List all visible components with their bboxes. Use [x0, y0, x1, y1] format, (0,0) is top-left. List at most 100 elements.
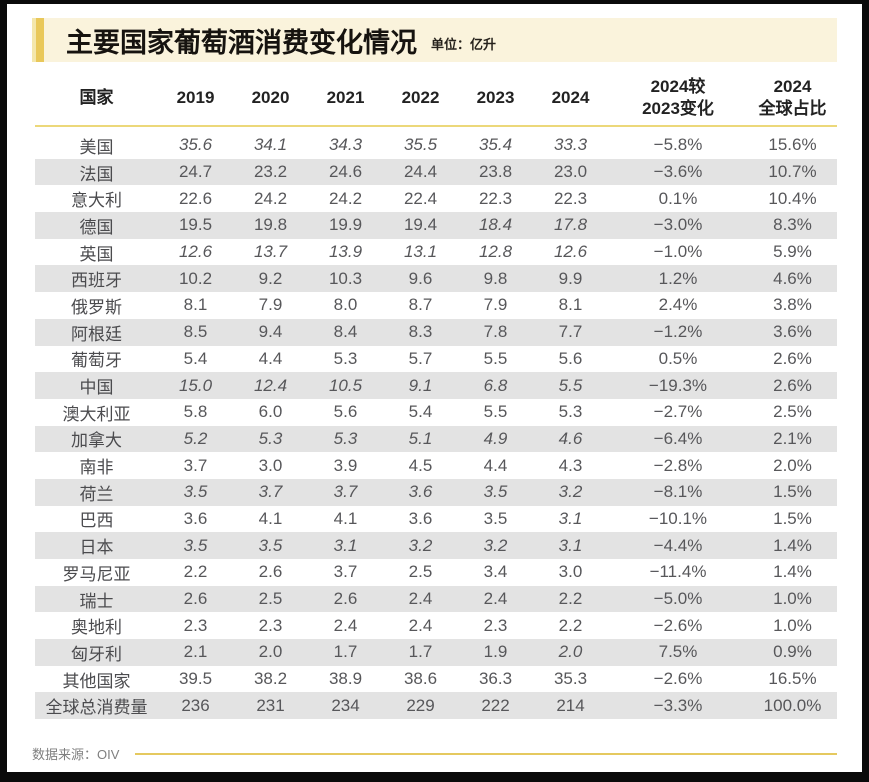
value-cell-2021: 3.9: [333, 455, 358, 475]
value-cell-2021: 10.5: [328, 375, 363, 395]
value-cell-2020: 3.0: [258, 455, 283, 475]
title-accent-bar-light: [32, 18, 36, 62]
value-cell-2021: 2.4: [333, 615, 358, 635]
column-header-6: 2024: [551, 87, 590, 107]
table-row: 俄罗斯 8.1 7.9 8.0 8.7 7.9 8.1 2.4% 3.8%: [35, 292, 837, 319]
share-cell: 0.9%: [773, 642, 812, 662]
table-row: 荷兰 3.5 3.7 3.7 3.6 3.5 3.2 −8.1% 1.5%: [35, 478, 837, 506]
country-cell: 阿根廷: [71, 324, 122, 344]
column-header-7: 2024较 2023变化: [642, 77, 714, 118]
value-cell-2023: 6.8: [483, 375, 508, 395]
country-cell: 奥地利: [71, 618, 122, 638]
value-cell-2020: 34.1: [253, 135, 288, 155]
value-cell-2019: 5.8: [183, 402, 208, 422]
share-cell: 15.6%: [768, 135, 817, 155]
value-cell-2023: 4.9: [483, 428, 508, 448]
data-source-footer: 数据来源：OIV: [32, 744, 837, 763]
country-cell: 荷兰: [79, 484, 114, 504]
page-background: 主要国家葡萄酒消费变化情况 单位：亿升 国家 2019 2020 2021 2022 20…: [7, 4, 862, 772]
data-source-label: 数据来源：OIV: [32, 747, 120, 762]
value-cell-2024: 2.2: [558, 615, 583, 635]
column-header-4: 2022: [401, 87, 440, 107]
change-cell: −5.0%: [653, 589, 703, 609]
value-cell-2019: 2.1: [183, 642, 208, 662]
change-cell: −10.1%: [648, 508, 708, 528]
value-cell-2019: 24.7: [178, 162, 213, 182]
value-cell-2021: 24.2: [328, 188, 363, 208]
share-cell: 3.8%: [773, 295, 812, 315]
value-cell-2021: 3.7: [333, 482, 358, 502]
value-cell-2024: 22.3: [553, 188, 588, 208]
value-cell-2024: 3.1: [558, 535, 583, 555]
change-cell: −8.1%: [653, 482, 703, 502]
value-cell-2022: 9.6: [408, 268, 433, 288]
value-cell-2023: 36.3: [478, 669, 513, 689]
value-cell-2020: 24.2: [253, 188, 288, 208]
value-cell-2023: 1.9: [483, 642, 508, 662]
value-cell-2023: 9.8: [483, 268, 508, 288]
value-cell-2019: 3.5: [183, 482, 208, 502]
value-cell-2021: 5.6: [333, 402, 358, 422]
value-cell-2024: 5.3: [558, 402, 583, 422]
value-cell-2021: 3.1: [333, 535, 358, 555]
country-cell: 法国: [79, 164, 114, 184]
country-cell: 南非: [79, 458, 114, 478]
value-cell-2020: 3.5: [258, 535, 283, 555]
value-cell-2019: 236: [181, 695, 210, 715]
value-cell-2020: 4.4: [258, 348, 283, 368]
value-cell-2023: 3.5: [483, 508, 508, 528]
column-header-0: 国家: [79, 87, 114, 107]
share-cell: 1.5%: [773, 482, 812, 502]
share-cell: 4.6%: [773, 268, 812, 288]
table-header-row: 国家 2019 2020 2021 2022 2023 2024 2024较 2023变化 20…: [35, 70, 837, 127]
value-cell-2022: 5.1: [408, 428, 433, 448]
value-cell-2022: 13.1: [403, 242, 438, 262]
value-cell-2022: 8.7: [408, 295, 433, 315]
change-cell: 2.4%: [658, 295, 698, 315]
value-cell-2023: 5.5: [483, 402, 508, 422]
country-cell: 澳大利亚: [62, 404, 131, 424]
value-cell-2023: 7.9: [483, 295, 508, 315]
value-cell-2022: 3.6: [408, 508, 433, 528]
value-cell-2022: 3.6: [408, 482, 433, 502]
value-cell-2023: 23.8: [478, 162, 513, 182]
change-cell: −6.4%: [653, 428, 703, 448]
share-cell: 1.4%: [773, 562, 812, 582]
country-cell: 美国: [79, 137, 114, 157]
value-cell-2019: 8.1: [183, 295, 208, 315]
value-cell-2021: 13.9: [328, 242, 363, 262]
value-cell-2020: 38.2: [253, 669, 288, 689]
table-row: 英国 12.6 13.7 13.9 13.1 12.8 12.6 −1.0% 5.9%: [35, 239, 837, 266]
value-cell-2023: 3.2: [483, 535, 508, 555]
title-accent-bar-gold: [36, 18, 44, 62]
value-cell-2022: 9.1: [408, 375, 433, 395]
value-cell-2019: 39.5: [178, 669, 213, 689]
change-cell: −4.4%: [653, 535, 703, 555]
share-cell: 5.9%: [773, 242, 812, 262]
change-cell: −3.0%: [653, 215, 703, 235]
country-cell: 加拿大: [71, 431, 122, 451]
country-cell: 巴西: [79, 511, 114, 531]
table-row: 瑞士 2.6 2.5 2.6 2.4 2.4 2.2 −5.0% 1.0%: [35, 585, 837, 613]
table-row: 日本 3.5 3.5 3.1 3.2 3.2 3.1 −4.4% 1.4%: [35, 532, 837, 559]
value-cell-2019: 5.2: [183, 428, 208, 448]
value-cell-2022: 22.4: [403, 188, 438, 208]
value-cell-2024: 5.6: [558, 348, 583, 368]
value-cell-2023: 18.4: [478, 215, 513, 235]
change-cell: −2.6%: [653, 615, 703, 635]
change-cell: −11.4%: [649, 562, 707, 582]
value-cell-2023: 35.4: [478, 135, 513, 155]
value-cell-2024: 23.0: [553, 162, 588, 182]
value-cell-2022: 24.4: [403, 162, 438, 182]
table-row: 西班牙 10.2 9.2 10.3 9.6 9.8 9.9 1.2% 4.6%: [35, 265, 837, 293]
value-cell-2024: 5.5: [558, 375, 583, 395]
change-cell: −3.6%: [653, 162, 703, 182]
value-cell-2020: 2.3: [258, 615, 283, 635]
table-row: 法国 24.7 23.2 24.6 24.4 23.8 23.0 −3.6% 10.7%: [35, 158, 837, 186]
table-row: 葡萄牙 5.4 4.4 5.3 5.7 5.5 5.6 0.5% 2.6%: [35, 346, 837, 373]
country-cell: 罗马尼亚: [62, 564, 131, 584]
value-cell-2022: 35.5: [403, 135, 438, 155]
change-cell: 1.2%: [658, 268, 698, 288]
value-cell-2020: 9.4: [258, 322, 283, 342]
